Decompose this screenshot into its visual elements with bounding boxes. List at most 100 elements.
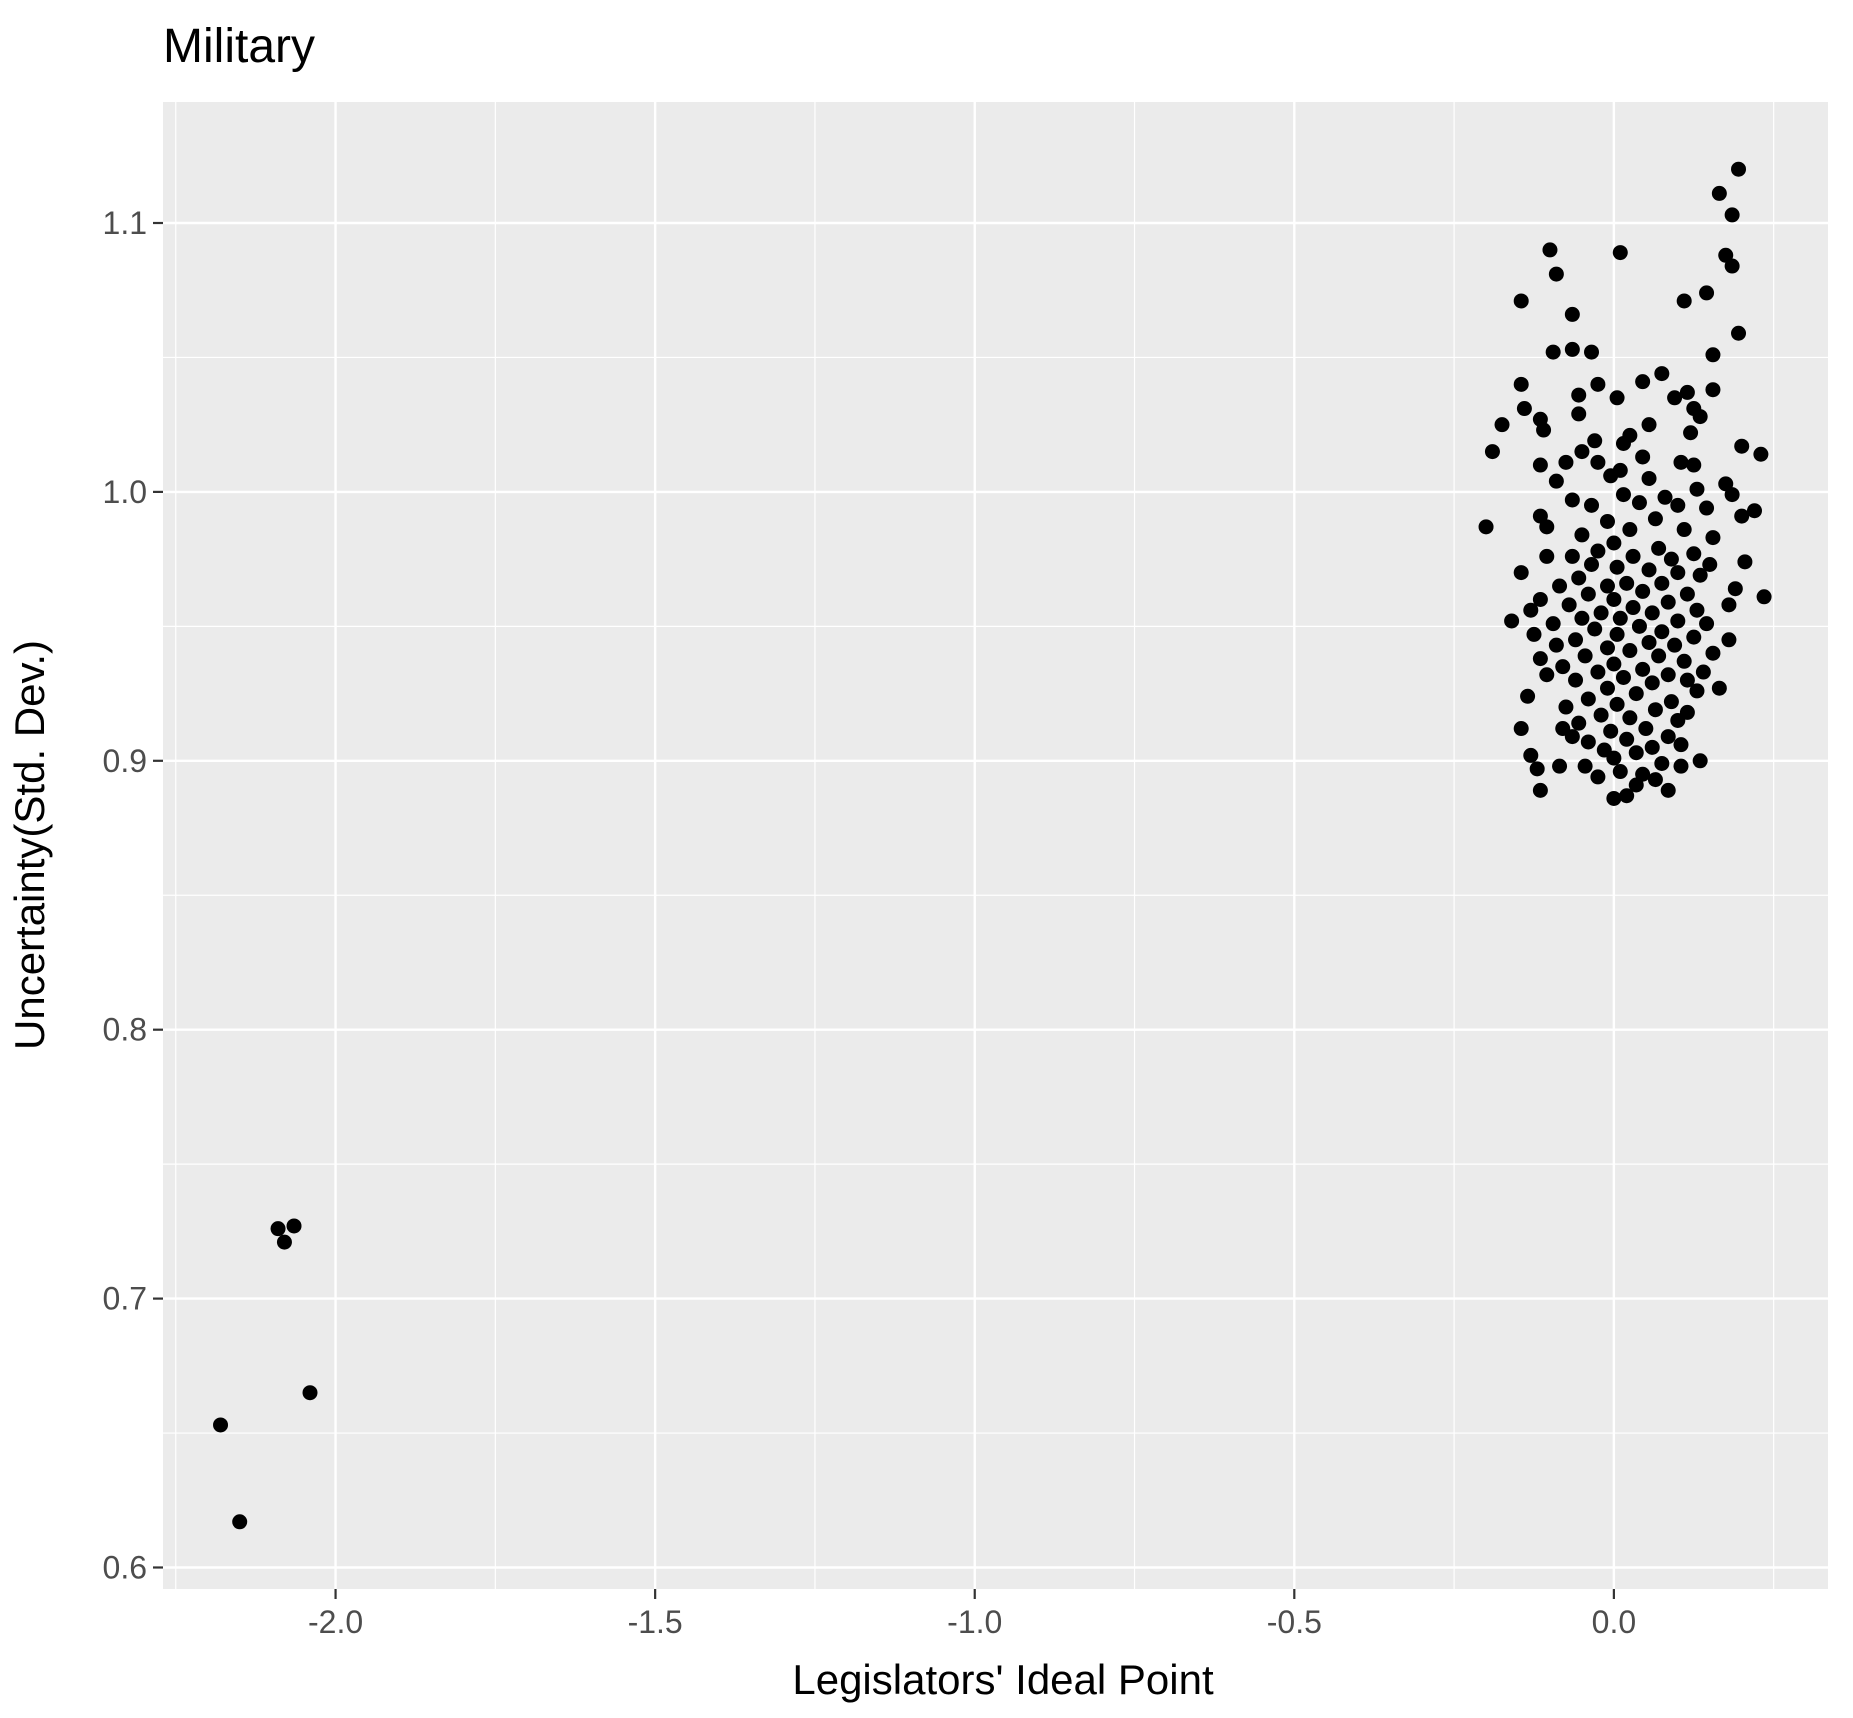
data-point	[1721, 632, 1737, 648]
data-point	[1568, 672, 1584, 688]
data-point	[1756, 589, 1772, 605]
data-point	[1584, 557, 1600, 573]
data-point	[1644, 739, 1660, 755]
data-point	[276, 1234, 292, 1250]
data-point	[1545, 344, 1561, 360]
data-point	[302, 1385, 318, 1401]
data-point	[1622, 643, 1638, 659]
data-point	[1654, 366, 1670, 382]
data-point	[1484, 444, 1500, 460]
data-point	[1606, 591, 1622, 607]
data-point	[1689, 683, 1705, 699]
data-point	[1699, 616, 1715, 632]
data-point	[1494, 417, 1510, 433]
data-point	[1513, 293, 1529, 309]
data-point	[1571, 406, 1587, 422]
data-point	[1641, 562, 1657, 578]
data-point	[1513, 376, 1529, 392]
data-point	[1504, 613, 1520, 629]
data-point	[1705, 382, 1721, 398]
data-point	[1590, 543, 1606, 559]
data-point	[1635, 661, 1651, 677]
data-point	[1552, 578, 1568, 594]
y-tick-label: 0.6	[103, 1549, 147, 1585]
data-point	[1647, 702, 1663, 718]
data-point	[1651, 540, 1667, 556]
data-point	[1702, 557, 1718, 573]
x-tick-label: -0.5	[1267, 1604, 1322, 1640]
data-point	[1539, 519, 1555, 535]
data-point	[1577, 758, 1593, 774]
data-point	[1520, 688, 1536, 704]
data-point	[1734, 508, 1750, 524]
data-point	[1590, 376, 1606, 392]
data-point	[1676, 653, 1692, 669]
data-point	[1724, 207, 1740, 223]
y-tick-label: 0.7	[103, 1281, 147, 1317]
data-point	[1679, 672, 1695, 688]
data-point	[1548, 473, 1564, 489]
data-point	[1555, 659, 1571, 675]
data-point	[1561, 597, 1577, 613]
data-point	[1660, 594, 1676, 610]
data-point	[1574, 610, 1590, 626]
data-point	[1724, 258, 1740, 274]
chart-title: Military	[163, 20, 315, 73]
data-point	[1689, 481, 1705, 497]
y-tick-label: 0.9	[103, 743, 147, 779]
data-point	[1654, 575, 1670, 591]
data-point	[1628, 686, 1644, 702]
data-point	[1692, 567, 1708, 583]
data-point	[1670, 613, 1686, 629]
data-point	[1731, 325, 1747, 341]
data-point	[1667, 390, 1683, 406]
data-point	[1564, 548, 1580, 564]
data-points	[213, 161, 1772, 1530]
data-point	[1676, 522, 1692, 538]
data-point	[1523, 602, 1539, 618]
data-point	[1644, 675, 1660, 691]
data-point	[1622, 522, 1638, 538]
data-point	[1721, 597, 1737, 613]
data-point	[1558, 699, 1574, 715]
data-point	[1619, 731, 1635, 747]
data-point	[1737, 554, 1753, 570]
data-point	[1599, 640, 1615, 656]
data-point	[1705, 347, 1721, 363]
data-point	[1651, 648, 1667, 664]
data-point	[1647, 511, 1663, 527]
data-point	[1539, 548, 1555, 564]
data-point	[1686, 457, 1702, 473]
y-tick-label: 0.8	[103, 1012, 147, 1048]
y-axis: 0.6 0.7 0.8 0.9 1.0 1.1	[103, 205, 163, 1585]
data-point	[1532, 782, 1548, 798]
data-point	[1590, 769, 1606, 785]
data-point	[1532, 651, 1548, 667]
data-point	[1753, 446, 1769, 462]
data-point	[1631, 618, 1647, 634]
data-point	[1635, 583, 1651, 599]
data-point	[1478, 519, 1494, 535]
data-point	[1577, 648, 1593, 664]
data-point	[1619, 788, 1635, 804]
data-point	[1670, 565, 1686, 581]
x-axis-title: Legislators' Ideal Point	[792, 1656, 1214, 1703]
x-tick-label: 0.0	[1592, 1604, 1636, 1640]
data-point	[1631, 495, 1647, 511]
data-point	[1516, 401, 1532, 417]
data-point	[1539, 667, 1555, 683]
data-point	[1513, 721, 1529, 737]
data-point	[1711, 185, 1727, 201]
data-point	[1711, 680, 1727, 696]
data-point	[1622, 710, 1638, 726]
data-point	[1542, 242, 1558, 258]
data-point	[1641, 417, 1657, 433]
data-point	[1523, 747, 1539, 763]
data-point	[1615, 487, 1631, 503]
data-point	[1615, 669, 1631, 685]
data-point	[1647, 772, 1663, 788]
data-point	[1657, 489, 1673, 505]
data-point	[1746, 503, 1762, 519]
data-point	[1612, 245, 1628, 261]
